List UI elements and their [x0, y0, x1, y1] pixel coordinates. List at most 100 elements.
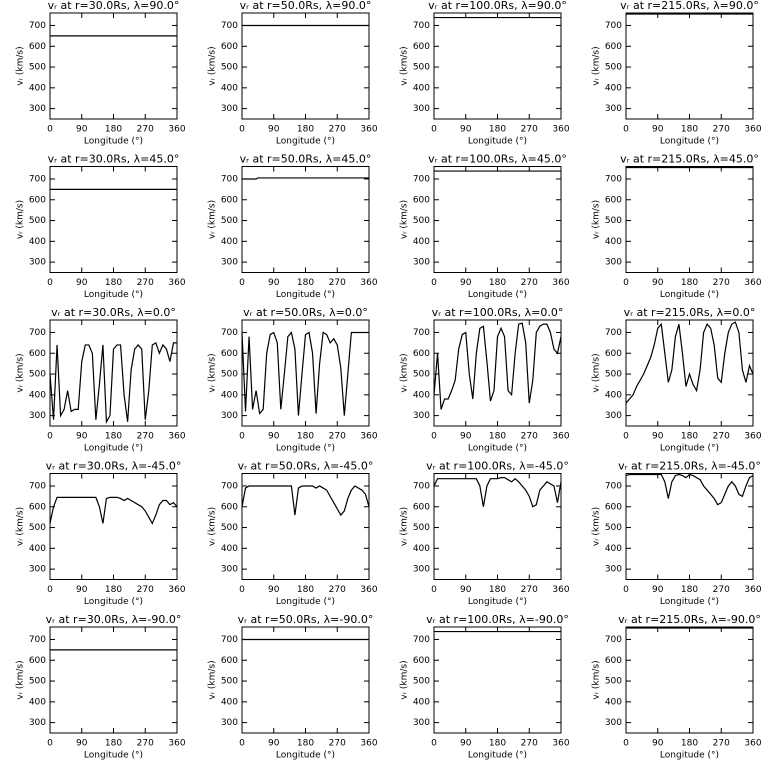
x-tick-label: 0 [623, 739, 629, 749]
x-tick-label: 90 [76, 278, 88, 288]
y-tick-label: 700 [413, 174, 430, 184]
y-tick-label: 500 [413, 677, 430, 687]
x-tick-label: 0 [623, 125, 629, 135]
plot-frame [625, 473, 754, 580]
panel: vᵣ at r=50.0Rs, λ=45.0° Longitude (°) vᵣ (… [208, 153, 378, 301]
y-tick-label: 700 [29, 635, 46, 645]
x-tick-label: 270 [137, 278, 154, 288]
data-line [241, 331, 369, 416]
x-tick-label: 360 [168, 585, 185, 595]
panel-title: vᵣ at r=215.0Rs, λ=-90.0° [618, 613, 761, 626]
x-tick-label: 90 [268, 278, 280, 288]
x-tick-label: 0 [47, 278, 53, 288]
plot-frame [433, 626, 562, 734]
plot-frame [49, 166, 178, 273]
y-tick-label: 300 [413, 104, 430, 114]
y-tick-label: 400 [221, 83, 238, 93]
y-tick-label: 600 [413, 195, 430, 205]
x-tick-label: 360 [168, 432, 185, 442]
data-line [625, 473, 754, 506]
x-tick-label: 180 [105, 278, 122, 288]
y-tick-label: 500 [221, 216, 238, 226]
x-axis-label: Longitude (°) [468, 137, 527, 147]
y-tick-label: 500 [605, 63, 622, 73]
x-tick-label: 360 [744, 432, 761, 442]
x-tick-label: 180 [297, 278, 314, 288]
x-tick-label: 270 [329, 739, 346, 749]
panel: vᵣ at r=100.0Rs, λ=-45.0° Longitude (°) vᵣ… [400, 460, 570, 608]
x-tick-label: 180 [489, 125, 506, 135]
x-axis-label: Longitude (°) [468, 290, 527, 300]
x-tick-label: 180 [681, 432, 698, 442]
x-tick-label: 0 [239, 278, 245, 288]
y-tick-label: 500 [413, 216, 430, 226]
y-tick-label: 300 [605, 258, 622, 268]
y-tick-label: 700 [413, 21, 430, 31]
plot-frame [49, 12, 178, 120]
y-tick-label: 500 [413, 523, 430, 533]
y-tick-label: 400 [413, 390, 430, 400]
y-axis-label: vᵣ (km/s) [400, 660, 410, 699]
x-tick-label: 180 [681, 125, 698, 135]
x-tick-label: 0 [431, 125, 437, 135]
y-axis-label: vᵣ (km/s) [400, 46, 410, 85]
y-tick-label: 400 [605, 83, 622, 93]
y-tick-label: 500 [413, 63, 430, 73]
panel: vᵣ at r=30.0Rs, λ=0.0° Longitude (°) vᵣ (k… [16, 306, 186, 454]
y-tick-label: 600 [29, 349, 46, 359]
x-tick-label: 90 [268, 585, 280, 595]
y-tick-label: 500 [29, 63, 46, 73]
y-tick-label: 700 [29, 328, 46, 338]
x-axis-label: Longitude (°) [660, 597, 719, 607]
y-tick-label: 400 [605, 697, 622, 707]
x-tick-label: 180 [489, 739, 506, 749]
y-tick-label: 500 [221, 370, 238, 380]
y-tick-label: 400 [221, 697, 238, 707]
x-tick-label: 90 [460, 739, 472, 749]
panel-title: vᵣ at r=215.0Rs, λ=0.0° [624, 306, 756, 319]
panel: vᵣ at r=50.0Rs, λ=0.0° Longitude (°) vᵣ (k… [208, 306, 378, 454]
panel: vᵣ at r=30.0Rs, λ=-90.0° Longitude (°) vᵣ … [16, 613, 186, 761]
y-tick-label: 600 [605, 502, 622, 512]
x-tick-label: 0 [431, 278, 437, 288]
x-tick-label: 90 [76, 585, 88, 595]
y-tick-label: 500 [29, 216, 46, 226]
y-axis-label: vᵣ (km/s) [208, 660, 218, 699]
panel-title: vᵣ at r=30.0Rs, λ=90.0° [48, 0, 180, 12]
x-tick-label: 270 [329, 278, 346, 288]
x-tick-label: 360 [360, 585, 377, 595]
y-tick-label: 300 [413, 411, 430, 421]
x-tick-label: 90 [268, 125, 280, 135]
panel-title: vᵣ at r=50.0Rs, λ=-90.0° [238, 613, 374, 626]
y-axis-label: vᵣ (km/s) [208, 507, 218, 546]
data-line [433, 477, 562, 508]
x-tick-label: 180 [105, 432, 122, 442]
y-tick-label: 500 [605, 216, 622, 226]
x-tick-label: 0 [431, 585, 437, 595]
y-tick-label: 700 [605, 328, 622, 338]
plot-frame [49, 626, 178, 734]
x-tick-label: 0 [47, 432, 53, 442]
panel: vᵣ at r=30.0Rs, λ=-45.0° Longitude (°) vᵣ … [16, 460, 186, 608]
y-tick-label: 400 [221, 390, 238, 400]
x-tick-label: 360 [744, 739, 761, 749]
y-tick-label: 700 [413, 635, 430, 645]
y-tick-label: 600 [221, 349, 238, 359]
x-tick-label: 0 [47, 585, 53, 595]
x-tick-label: 360 [168, 278, 185, 288]
x-tick-label: 270 [521, 432, 538, 442]
x-tick-label: 180 [489, 585, 506, 595]
x-tick-label: 90 [460, 278, 472, 288]
x-tick-label: 0 [623, 278, 629, 288]
y-tick-label: 700 [605, 481, 622, 491]
y-tick-label: 500 [605, 523, 622, 533]
y-tick-label: 300 [413, 718, 430, 728]
x-tick-label: 270 [137, 585, 154, 595]
y-axis-label: vᵣ (km/s) [208, 46, 218, 85]
y-axis-label: vᵣ (km/s) [400, 200, 410, 239]
plot-frame [625, 166, 754, 273]
x-tick-label: 0 [431, 739, 437, 749]
y-tick-label: 400 [605, 544, 622, 554]
